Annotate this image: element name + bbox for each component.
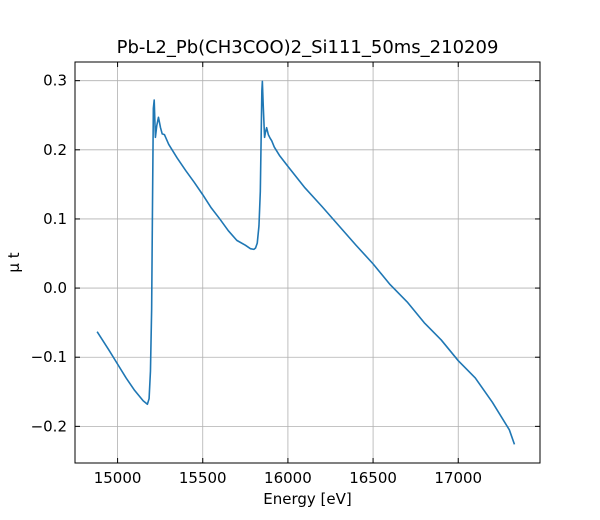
chart-title: Pb-L2_Pb(CH3COO)2_Si111_50ms_210209 [117,37,499,58]
x-tick-label: 16000 [264,469,312,487]
grid [75,62,540,463]
y-tick-label: −0.1 [31,348,67,366]
x-tick-label: 17000 [434,469,482,487]
ticks: 15000 15500 16000 16500 17000 −0.2 −0.1 0.0 0.1 0… [31,62,540,487]
y-tick-label: 0.0 [43,279,67,297]
plot-frame [74,61,541,464]
x-tick-label: 15500 [179,469,227,487]
y-tick-label: −0.2 [31,417,67,435]
x-tick-label: 15000 [94,469,142,487]
x-axis-label: Energy [eV] [263,490,351,508]
series-layer [96,80,516,445]
y-tick-label: 0.1 [43,210,67,228]
x-tick-label: 16500 [349,469,397,487]
y-tick-label: 0.3 [43,72,67,90]
series-line [96,80,516,445]
y-axis-label: μ t [5,252,23,272]
y-tick-label: 0.2 [43,141,67,159]
